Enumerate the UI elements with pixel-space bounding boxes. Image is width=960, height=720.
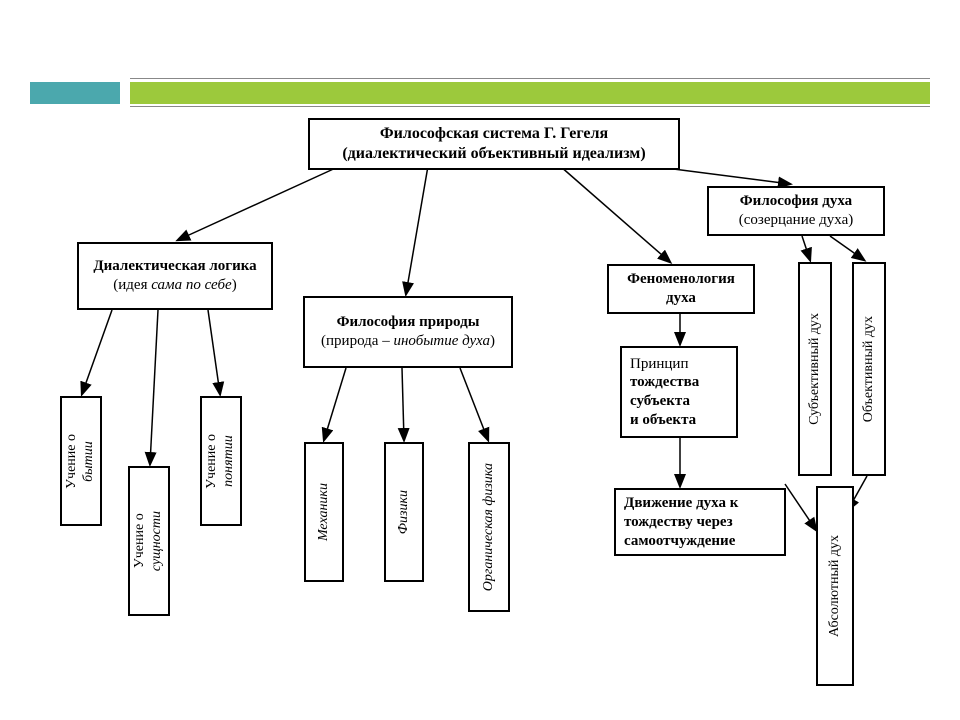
node-phenomenology: Феноменология духа xyxy=(607,264,755,314)
node-spirit-movement: Движение духа к тождеству через самоотчу… xyxy=(614,488,786,556)
identity-l4: и объекта xyxy=(630,411,696,430)
header-accent-green xyxy=(130,82,930,104)
node-dialectical-logic: Диалектическая логика (идея сама по себе… xyxy=(77,242,273,310)
movement-l2: тождеству через xyxy=(624,513,733,532)
logic-title: Диалектическая логика xyxy=(93,257,256,276)
root-title: Философская система Г. Гегеля xyxy=(380,124,608,144)
node-identity-principle: Принцип тождества субъекта и объекта xyxy=(620,346,738,438)
node-logic-child-0: Учение о бытии xyxy=(60,396,102,526)
node-root: Философская система Г. Гегеля (диалектич… xyxy=(308,118,680,170)
spirit-sub: (созерцание духа) xyxy=(739,211,853,230)
spirit-title: Философия духа xyxy=(740,192,852,211)
movement-l3: самоотчуждение xyxy=(624,532,735,551)
node-nature-child-1: Физики xyxy=(384,442,424,582)
logic-sub: (идея сама по себе) xyxy=(113,276,236,295)
node-logic-child-1: Учение о сущности xyxy=(128,466,170,616)
root-subtitle: (диалектический объективный идеализм) xyxy=(342,144,645,164)
node-nature-child-0: Механики xyxy=(304,442,344,582)
nature-sub: (природа – инобытие духа) xyxy=(321,332,495,351)
nature-title: Философия природы xyxy=(337,313,480,332)
node-logic-child-2: Учение о понятии xyxy=(200,396,242,526)
node-philosophy-of-nature: Философия природы (природа – инобытие ду… xyxy=(303,296,513,368)
node-spirit-child-2: Абсолютный дух xyxy=(816,486,854,686)
identity-l1: Принцип xyxy=(630,355,688,374)
movement-l1: Движение духа к xyxy=(624,494,738,513)
node-spirit-child-0: Субъективный дух xyxy=(798,262,832,476)
header-rule-bottom xyxy=(130,106,930,107)
node-philosophy-of-spirit: Философия духа (созерцание духа) xyxy=(707,186,885,236)
identity-l3: субъекта xyxy=(630,392,690,411)
header-rule-top xyxy=(130,78,930,79)
header-accent-teal xyxy=(30,82,120,104)
identity-l2: тождества xyxy=(630,373,699,392)
slide-header xyxy=(30,78,930,108)
node-spirit-child-1: Объективный дух xyxy=(852,262,886,476)
phenom-title: Феноменология духа xyxy=(617,270,745,308)
node-nature-child-2: Органическая физика xyxy=(468,442,510,612)
